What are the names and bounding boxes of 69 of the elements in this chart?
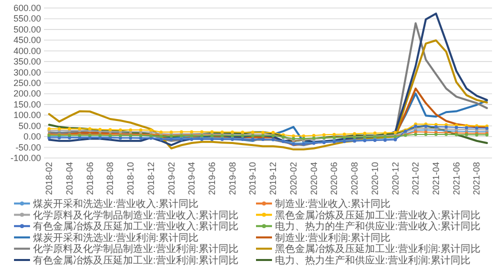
legend-label: 有色金属冶炼及压延加工业:营业收入:累计同比: [33, 220, 239, 233]
y-tick-label: 450.00: [13, 35, 41, 46]
point: [312, 134, 316, 138]
y-tick-label: 0.00: [23, 132, 41, 142]
x-tick-label: 2020-12: [390, 162, 400, 196]
y-tick-label: 550.00: [13, 14, 41, 24]
y-tick-label: 200.00: [13, 88, 41, 99]
y-tick-label: 250.00: [13, 78, 41, 88]
x-tick-label: 2018-10: [126, 162, 136, 196]
point: [383, 131, 387, 135]
point: [292, 134, 296, 138]
legend-label: 黑色金属冶炼及压延加工业:营业收入:累计同比: [275, 209, 481, 222]
point: [424, 132, 428, 136]
x-tick-label: 2021-06: [451, 162, 462, 196]
legend-label: 有色金属冶炼及压延加工业:营业利润:累计同比: [33, 254, 239, 266]
x-tick-label: 2021-02: [410, 162, 421, 196]
legend-label: 电力、热力的生产和供应业:营业收入:累计同比: [275, 220, 481, 233]
x-tick-label: 2019-04: [186, 162, 197, 196]
x-tick-label: 2018-08: [105, 162, 116, 196]
point: [352, 132, 356, 136]
y-tick-label: 100.00: [13, 110, 41, 120]
legend-label: 化学原料及化学制品制造业:营业利润:累计同比: [33, 243, 239, 256]
x-tick-label: 2018-04: [64, 162, 74, 196]
point: [394, 130, 397, 134]
legend-label: 制造业:营业利润:累计同比: [275, 232, 391, 244]
x-tick-label: 2018-02: [44, 162, 54, 196]
x-tick-label: 2019-02: [166, 162, 176, 196]
point: [373, 132, 377, 135]
y-tick-label: 300.00: [13, 67, 41, 78]
point: [363, 132, 366, 135]
y-tick-label: 150.00: [13, 99, 41, 110]
x-tick-label: 2020-08: [350, 162, 360, 196]
y-tick-label: 50.00: [18, 120, 41, 131]
point: [261, 130, 265, 134]
point: [230, 130, 234, 134]
legend-label: 煤炭开采和洗选业:营业利润:累计同比: [33, 232, 199, 244]
x-tick-label: 2020-10: [370, 162, 380, 196]
x-tick-label: 2019-12: [268, 162, 278, 196]
point: [240, 130, 244, 134]
x-tick-label: 2019-08: [227, 162, 238, 196]
point: [302, 134, 306, 138]
legend-label: 黑色金属冶炼及压延加工业:营业利润:累计同比: [275, 243, 481, 256]
y-tick-label: -50.00: [15, 142, 41, 152]
point: [414, 132, 418, 136]
x-tick-label: 2021-04: [431, 162, 441, 196]
legend-label: 制造业:营业收入:累计同比: [275, 198, 391, 210]
point: [251, 130, 254, 134]
legend-label: 化学原料及化学制品制造业:营业收入:累计同比: [33, 209, 239, 222]
x-tick-label: 2018-06: [84, 162, 95, 196]
point: [271, 130, 275, 134]
y-tick-label: 400.00: [13, 46, 41, 56]
legend-label: 煤炭开采和洗选业:营业收入:累计同比: [33, 198, 199, 210]
point: [220, 130, 224, 134]
legend-label: 电力、热力生产和供应业:营业利润:累计同比: [275, 254, 471, 266]
point: [210, 130, 214, 134]
point: [322, 133, 326, 136]
point: [342, 132, 346, 136]
x-tick-label: 2021-08: [472, 162, 482, 196]
y-tick-label: -100.00: [10, 153, 41, 163]
x-tick-label: 2020-02: [288, 162, 298, 196]
x-tick-label: 2018-12: [146, 162, 156, 196]
point: [332, 132, 336, 136]
y-tick-label: 500.00: [13, 24, 41, 34]
y-tick-label: 350.00: [13, 56, 41, 67]
x-tick-label: 2020-04: [308, 162, 319, 196]
x-tick-label: 2019-06: [207, 162, 217, 196]
x-tick-label: 2020-06: [329, 162, 340, 196]
x-tick-label: 2019-10: [248, 162, 258, 196]
y-tick-label: 600.00: [13, 3, 41, 13]
